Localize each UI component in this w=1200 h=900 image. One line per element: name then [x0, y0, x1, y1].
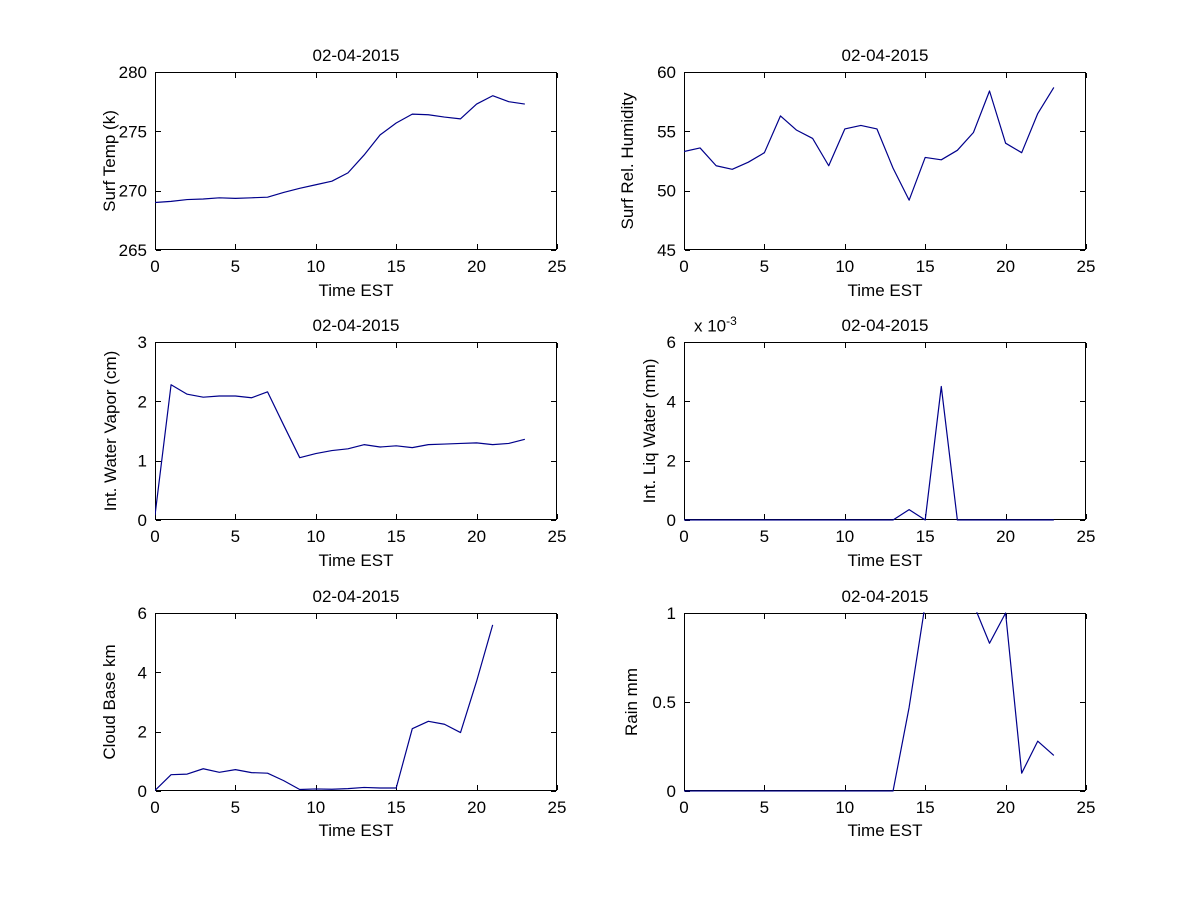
svg-text:0: 0	[150, 798, 159, 817]
svg-text:4: 4	[667, 392, 676, 411]
chart-humidity-ylabel: Surf Rel. Humidity	[618, 92, 637, 230]
chart-liq-water-xlabel: Time EST	[847, 551, 923, 570]
chart-rain-ylabel: Rain mm	[622, 668, 641, 737]
svg-text:6: 6	[138, 604, 147, 623]
svg-text:5: 5	[231, 257, 240, 276]
chart-liq-water-ylabel: Int. Liq Water (mm)	[640, 358, 659, 504]
y-axis-exponent-label: x 10-3	[694, 311, 737, 337]
svg-text:25: 25	[1077, 257, 1096, 276]
svg-text:0: 0	[667, 782, 676, 801]
chart-humidity-xlabel: Time EST	[847, 281, 923, 300]
svg-text:1: 1	[667, 604, 676, 623]
svg-text:3: 3	[138, 333, 147, 352]
svg-text:5: 5	[231, 527, 240, 546]
svg-text:20: 20	[467, 798, 486, 817]
svg-text:0: 0	[667, 511, 676, 530]
svg-text:15: 15	[916, 527, 935, 546]
svg-text:5: 5	[760, 527, 769, 546]
svg-text:2: 2	[138, 392, 147, 411]
chart-surf-temp-xlabel: Time EST	[318, 281, 394, 300]
svg-text:50: 50	[657, 182, 676, 201]
svg-text:5: 5	[231, 798, 240, 817]
svg-text:20: 20	[996, 798, 1015, 817]
svg-text:5: 5	[760, 257, 769, 276]
svg-text:0: 0	[679, 798, 688, 817]
svg-text:0: 0	[138, 511, 147, 530]
chart-surf-temp-ylabel: Surf Temp (k)	[100, 110, 119, 212]
svg-text:15: 15	[387, 527, 406, 546]
svg-text:270: 270	[119, 182, 147, 201]
svg-text:0: 0	[679, 527, 688, 546]
svg-text:25: 25	[548, 527, 567, 546]
chart-water-vapor-ylabel: Int. Water Vapor (cm)	[101, 350, 120, 512]
svg-text:0: 0	[150, 527, 159, 546]
svg-text:1: 1	[138, 452, 147, 471]
chart-surf-temp-title: 02-04-2015	[312, 46, 400, 65]
svg-text:280: 280	[119, 63, 147, 82]
svg-text:15: 15	[916, 798, 935, 817]
svg-text:25: 25	[548, 798, 567, 817]
svg-text:15: 15	[916, 257, 935, 276]
chart-humidity-title: 02-04-2015	[841, 46, 929, 65]
svg-text:15: 15	[387, 257, 406, 276]
svg-text:6: 6	[667, 333, 676, 352]
svg-text:15: 15	[387, 798, 406, 817]
svg-text:5: 5	[760, 798, 769, 817]
svg-text:20: 20	[996, 527, 1015, 546]
svg-text:25: 25	[1077, 527, 1096, 546]
svg-text:2: 2	[667, 452, 676, 471]
svg-text:4: 4	[138, 663, 147, 682]
svg-text:0: 0	[679, 257, 688, 276]
chart-liq-water-title: 02-04-2015	[841, 316, 929, 335]
chart-water-vapor-xlabel: Time EST	[318, 551, 394, 570]
svg-text:0: 0	[150, 257, 159, 276]
svg-text:10: 10	[835, 798, 854, 817]
svg-text:20: 20	[467, 527, 486, 546]
exponent-base: x 10	[694, 316, 727, 336]
chart-cloud-base-ylabel: Cloud Base km	[100, 644, 119, 760]
svg-text:0.5: 0.5	[652, 693, 676, 712]
svg-text:20: 20	[467, 257, 486, 276]
svg-text:25: 25	[1077, 798, 1096, 817]
svg-text:10: 10	[835, 527, 854, 546]
svg-text:45: 45	[657, 241, 676, 260]
svg-text:10: 10	[306, 798, 325, 817]
svg-text:10: 10	[306, 527, 325, 546]
svg-text:25: 25	[548, 257, 567, 276]
svg-text:0: 0	[138, 782, 147, 801]
svg-text:10: 10	[306, 257, 325, 276]
svg-text:60: 60	[657, 63, 676, 82]
chart-cloud-base-title: 02-04-2015	[312, 587, 400, 606]
svg-text:265: 265	[119, 241, 147, 260]
chart-rain-xlabel: Time EST	[847, 821, 923, 840]
chart-rain-title: 02-04-2015	[841, 587, 929, 606]
exponent-power: -3	[726, 314, 737, 328]
svg-text:10: 10	[835, 257, 854, 276]
svg-text:275: 275	[119, 122, 147, 141]
svg-text:20: 20	[996, 257, 1015, 276]
chart-water-vapor-title: 02-04-2015	[312, 316, 400, 335]
svg-text:2: 2	[138, 723, 147, 742]
chart-cloud-base-xlabel: Time EST	[318, 821, 394, 840]
svg-text:55: 55	[657, 122, 676, 141]
